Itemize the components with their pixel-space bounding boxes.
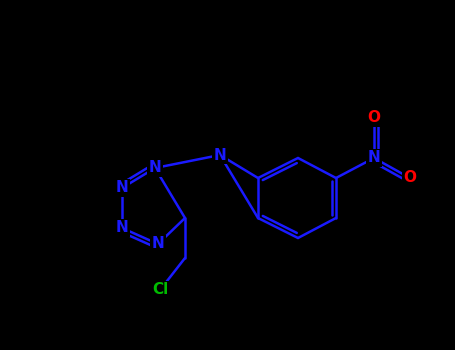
Text: O: O: [404, 170, 416, 186]
Text: O: O: [368, 111, 380, 126]
Text: N: N: [368, 150, 380, 166]
Text: N: N: [116, 181, 128, 196]
Text: N: N: [116, 220, 128, 236]
Text: N: N: [149, 161, 162, 175]
Text: N: N: [214, 147, 227, 162]
Text: N: N: [152, 237, 164, 252]
Text: Cl: Cl: [152, 282, 168, 298]
